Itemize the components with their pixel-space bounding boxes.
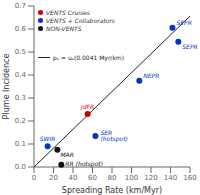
svg-text:SWIR: SWIR: [40, 135, 56, 142]
svg-text:20: 20: [49, 174, 58, 182]
svg-text:RR (hotspot): RR (hotspot): [65, 159, 103, 167]
svg-text:100: 100: [125, 174, 138, 182]
svg-text:0.6: 0.6: [15, 25, 27, 33]
svg-text:0.7: 0.7: [15, 2, 26, 10]
svg-text:0.2: 0.2: [15, 117, 26, 125]
svg-text:60: 60: [88, 174, 97, 182]
svg-text:SER(hotspot): SER(hotspot): [100, 128, 127, 143]
html-text:VENTS + Collaborators: VENTS + Collaborators: [46, 16, 115, 24]
svg-text:140: 140: [164, 174, 177, 182]
svg-text:40: 40: [69, 174, 78, 182]
svg-text:0.5: 0.5: [15, 48, 26, 56]
svg-text:JdFR: JdFR: [80, 103, 94, 111]
html-text:VENTS Cruises: VENTS Cruises: [46, 8, 90, 16]
svg-text:SEPR: SEPR: [182, 43, 192, 50]
svg-text:NEPR: NEPR: [143, 72, 159, 79]
html-text:NON-VENTS: NON-VENTS: [46, 24, 82, 32]
svg-text:0.0: 0.0: [15, 163, 26, 171]
svg-text:80: 80: [108, 174, 117, 182]
svg-text:0.3: 0.3: [15, 94, 26, 102]
svg-text:MAR: MAR: [60, 151, 73, 158]
svg-text:160: 160: [183, 174, 192, 182]
svg-text:0.1: 0.1: [15, 140, 26, 148]
svg-text:0.4: 0.4: [15, 71, 27, 79]
svg-text:120: 120: [144, 174, 157, 182]
svg-text:Plume Incidence: Plume Incidence: [8, 54, 11, 120]
svg-text:SEPR: SEPR: [176, 19, 191, 26]
svg-text:0: 0: [32, 174, 36, 182]
svg-text:Spreading Rate (km/Myr): Spreading Rate (km/Myr): [62, 186, 162, 195]
html-text:pₛ = uₛ(0.0041 Myr/km): pₛ = uₛ(0.0041 Myr/km): [53, 54, 125, 61]
